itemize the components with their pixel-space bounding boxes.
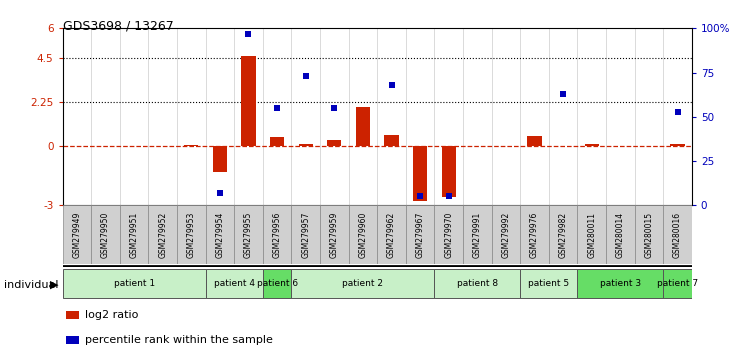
Bar xyxy=(442,146,456,198)
Text: patient 5: patient 5 xyxy=(528,279,570,288)
Bar xyxy=(320,205,349,264)
Text: GSM279991: GSM279991 xyxy=(473,211,482,258)
Text: log2 ratio: log2 ratio xyxy=(85,310,138,320)
FancyBboxPatch shape xyxy=(63,269,205,297)
Text: patient 4: patient 4 xyxy=(213,279,255,288)
Text: GSM279982: GSM279982 xyxy=(559,211,567,258)
Text: GSM279959: GSM279959 xyxy=(330,211,339,258)
FancyBboxPatch shape xyxy=(663,269,692,297)
Text: GSM279952: GSM279952 xyxy=(158,211,167,258)
Text: GDS3698 / 13267: GDS3698 / 13267 xyxy=(63,19,173,33)
Point xyxy=(214,190,226,196)
Text: GSM279956: GSM279956 xyxy=(272,211,282,258)
Text: GSM279953: GSM279953 xyxy=(187,211,196,258)
Point xyxy=(328,105,340,111)
Bar xyxy=(413,146,428,201)
Bar xyxy=(406,205,434,264)
Text: ▶: ▶ xyxy=(50,280,59,290)
Point xyxy=(443,194,455,199)
Bar xyxy=(149,205,177,264)
Text: patient 2: patient 2 xyxy=(342,279,383,288)
Text: GSM280016: GSM280016 xyxy=(673,211,682,258)
Text: GSM279967: GSM279967 xyxy=(416,211,425,258)
Bar xyxy=(205,205,234,264)
Text: GSM279957: GSM279957 xyxy=(301,211,310,258)
Text: patient 1: patient 1 xyxy=(113,279,155,288)
Text: GSM279962: GSM279962 xyxy=(387,211,396,258)
Point xyxy=(672,109,684,114)
Bar xyxy=(549,205,578,264)
Text: GSM279954: GSM279954 xyxy=(216,211,224,258)
Bar xyxy=(184,145,199,146)
Text: GSM279951: GSM279951 xyxy=(130,211,138,258)
Point xyxy=(271,105,283,111)
Bar xyxy=(434,205,463,264)
Bar xyxy=(377,205,406,264)
Bar xyxy=(177,205,205,264)
Text: GSM280014: GSM280014 xyxy=(616,211,625,258)
Point xyxy=(557,91,569,97)
Text: percentile rank within the sample: percentile rank within the sample xyxy=(85,335,272,345)
Bar xyxy=(270,137,284,146)
Point xyxy=(414,194,426,199)
Text: GSM280015: GSM280015 xyxy=(645,211,654,258)
Bar xyxy=(634,205,663,264)
Bar xyxy=(584,144,599,146)
Text: patient 8: patient 8 xyxy=(457,279,498,288)
Point xyxy=(300,73,311,79)
FancyBboxPatch shape xyxy=(434,269,520,297)
Text: patient 7: patient 7 xyxy=(657,279,698,288)
Text: patient 6: patient 6 xyxy=(257,279,297,288)
Text: GSM279976: GSM279976 xyxy=(530,211,539,258)
Text: GSM279992: GSM279992 xyxy=(501,211,511,258)
Bar xyxy=(520,205,549,264)
Text: patient 3: patient 3 xyxy=(600,279,641,288)
Text: GSM279950: GSM279950 xyxy=(101,211,110,258)
Bar xyxy=(606,205,634,264)
Bar xyxy=(355,107,370,146)
Bar xyxy=(299,144,313,146)
FancyBboxPatch shape xyxy=(205,269,263,297)
Bar xyxy=(384,135,399,146)
Point xyxy=(243,31,255,36)
Bar xyxy=(91,205,120,264)
Bar xyxy=(263,205,291,264)
Bar xyxy=(291,205,320,264)
Bar xyxy=(492,205,520,264)
Bar xyxy=(213,146,227,172)
Bar xyxy=(663,205,692,264)
FancyBboxPatch shape xyxy=(263,269,291,297)
Text: individual: individual xyxy=(4,280,58,290)
Bar xyxy=(234,205,263,264)
Text: GSM280011: GSM280011 xyxy=(587,212,596,257)
Bar xyxy=(528,136,542,146)
Bar xyxy=(63,205,91,264)
Text: GSM279970: GSM279970 xyxy=(445,211,453,258)
Bar xyxy=(578,205,606,264)
FancyBboxPatch shape xyxy=(291,269,434,297)
Bar xyxy=(327,141,342,146)
FancyBboxPatch shape xyxy=(578,269,663,297)
Text: GSM279949: GSM279949 xyxy=(72,211,82,258)
FancyBboxPatch shape xyxy=(520,269,578,297)
Bar xyxy=(120,205,149,264)
Bar xyxy=(349,205,377,264)
Bar xyxy=(241,56,255,146)
Text: GSM279960: GSM279960 xyxy=(358,211,367,258)
Bar xyxy=(463,205,492,264)
Point xyxy=(386,82,397,88)
Text: GSM279955: GSM279955 xyxy=(244,211,253,258)
Bar xyxy=(670,144,684,146)
